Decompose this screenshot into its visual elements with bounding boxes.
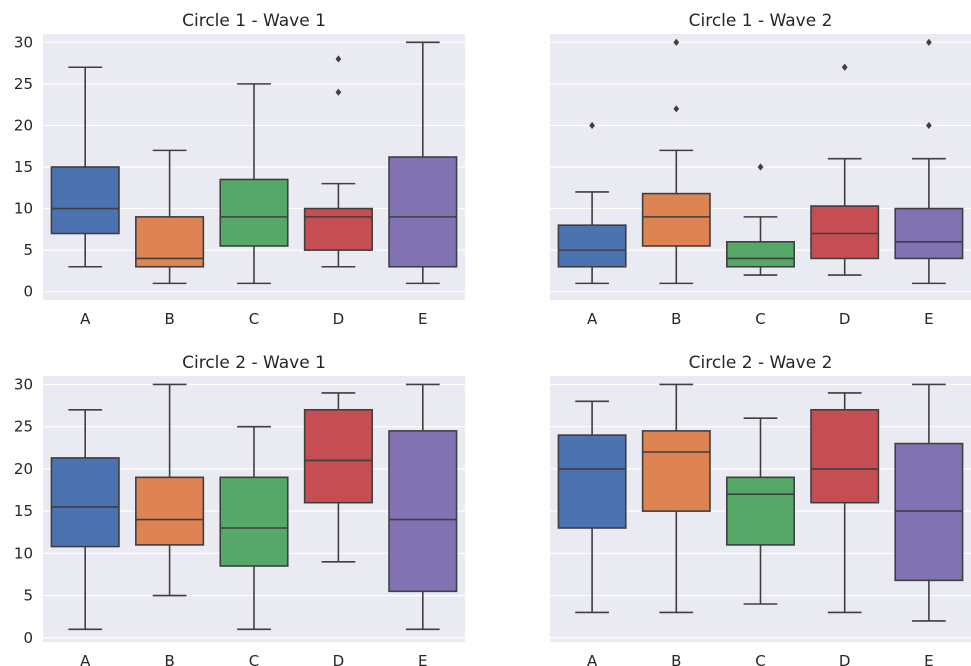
box-A bbox=[557, 400, 627, 614]
y-tick-label: 25 bbox=[14, 75, 33, 93]
subplot-4: Circle 2 - Wave 2 A B C D E bbox=[550, 353, 971, 666]
box-E bbox=[894, 38, 964, 285]
x-tick-label: D bbox=[333, 310, 345, 328]
x-tick-label: C bbox=[249, 652, 259, 666]
outlier-point bbox=[335, 88, 342, 96]
box-body bbox=[810, 205, 880, 260]
box-A bbox=[50, 66, 120, 268]
y-tick-label: 15 bbox=[14, 502, 33, 520]
y-tick-label: 25 bbox=[14, 418, 33, 436]
y-tick-label: 0 bbox=[23, 283, 33, 301]
box-body bbox=[810, 408, 880, 504]
y-tick-label: 5 bbox=[23, 587, 33, 605]
x-tick-label: E bbox=[924, 652, 933, 666]
box-body bbox=[557, 434, 627, 529]
x-tick-label: A bbox=[587, 310, 598, 328]
x-tick-label: C bbox=[755, 310, 765, 328]
x-tick-label: A bbox=[587, 652, 598, 666]
x-tick-label: A bbox=[80, 652, 91, 666]
box-E bbox=[388, 41, 458, 285]
subplot-title: Circle 1 - Wave 1 bbox=[182, 11, 326, 31]
box-body bbox=[726, 241, 795, 268]
box-body bbox=[388, 430, 458, 593]
box-body bbox=[135, 476, 205, 546]
x-tick-label: B bbox=[671, 310, 681, 328]
x-tick-label: E bbox=[418, 652, 427, 666]
box-body bbox=[135, 216, 205, 268]
box-D bbox=[810, 392, 880, 614]
box-D bbox=[303, 55, 373, 268]
box-body bbox=[894, 442, 964, 582]
x-tick-label: C bbox=[755, 652, 765, 666]
box-body bbox=[641, 430, 711, 512]
box-body bbox=[557, 224, 627, 268]
x-tick-label: D bbox=[839, 310, 851, 328]
box-A bbox=[50, 408, 120, 631]
box-body bbox=[388, 156, 458, 268]
box-D bbox=[303, 392, 373, 563]
outlier-point bbox=[589, 121, 595, 130]
subplot-3: 0 5 10 15 20 25 30 Circle 2 - Wave 1 A B C D E bbox=[14, 353, 465, 666]
y-tick-label: 15 bbox=[14, 158, 33, 176]
box-body bbox=[726, 476, 795, 546]
box-A bbox=[557, 121, 627, 285]
box-C bbox=[726, 417, 795, 605]
box-body bbox=[50, 457, 120, 548]
y-tick-label: 20 bbox=[14, 460, 33, 478]
x-tick-label: E bbox=[924, 310, 933, 328]
y-tick-label: 10 bbox=[14, 200, 33, 218]
subplot-title: Circle 2 - Wave 2 bbox=[689, 353, 833, 373]
y-tick-label: 10 bbox=[14, 544, 33, 562]
outlier-point bbox=[926, 38, 932, 46]
subplot-title: Circle 2 - Wave 1 bbox=[182, 353, 326, 373]
box-body bbox=[219, 178, 289, 247]
subplot-2: Circle 1 - Wave 2 A B C D E bbox=[550, 11, 971, 328]
box-body bbox=[303, 207, 373, 251]
outlier-point bbox=[673, 105, 680, 113]
box-body bbox=[50, 166, 120, 235]
box-E bbox=[388, 383, 458, 631]
box-E bbox=[894, 383, 964, 622]
box-body bbox=[219, 476, 289, 567]
x-tick-label: D bbox=[333, 652, 345, 666]
box-B bbox=[641, 38, 711, 285]
box-body bbox=[894, 207, 964, 260]
x-tick-label: E bbox=[418, 310, 427, 328]
outlier-point bbox=[757, 163, 764, 171]
y-tick-label: 30 bbox=[14, 375, 33, 393]
x-tick-label: B bbox=[164, 310, 174, 328]
box-B bbox=[135, 383, 205, 597]
x-tick-label: B bbox=[671, 652, 681, 666]
outlier-point bbox=[841, 63, 848, 71]
box-C bbox=[726, 163, 795, 276]
box-C bbox=[219, 425, 289, 631]
y-tick-label: 30 bbox=[14, 33, 33, 51]
box-body bbox=[303, 408, 373, 504]
y-tick-label: 5 bbox=[23, 241, 33, 259]
y-tick-label: 0 bbox=[23, 629, 33, 647]
x-tick-label: B bbox=[164, 652, 174, 666]
x-tick-label: A bbox=[80, 310, 91, 328]
subplot-1: 0 5 10 15 20 25 30 Circle 1 - Wave 1 A B C D E bbox=[14, 11, 465, 328]
outlier-point bbox=[335, 55, 342, 63]
box-body bbox=[641, 192, 711, 247]
box-D bbox=[810, 63, 880, 276]
box-B bbox=[641, 383, 711, 614]
outlier-point bbox=[673, 38, 680, 46]
outlier-point bbox=[926, 121, 932, 130]
x-tick-label: C bbox=[249, 310, 259, 328]
box-C bbox=[219, 83, 289, 285]
x-tick-label: D bbox=[839, 652, 851, 666]
y-tick-label: 20 bbox=[14, 116, 33, 134]
subplot-title: Circle 1 - Wave 2 bbox=[689, 11, 833, 31]
box-B bbox=[135, 149, 205, 285]
